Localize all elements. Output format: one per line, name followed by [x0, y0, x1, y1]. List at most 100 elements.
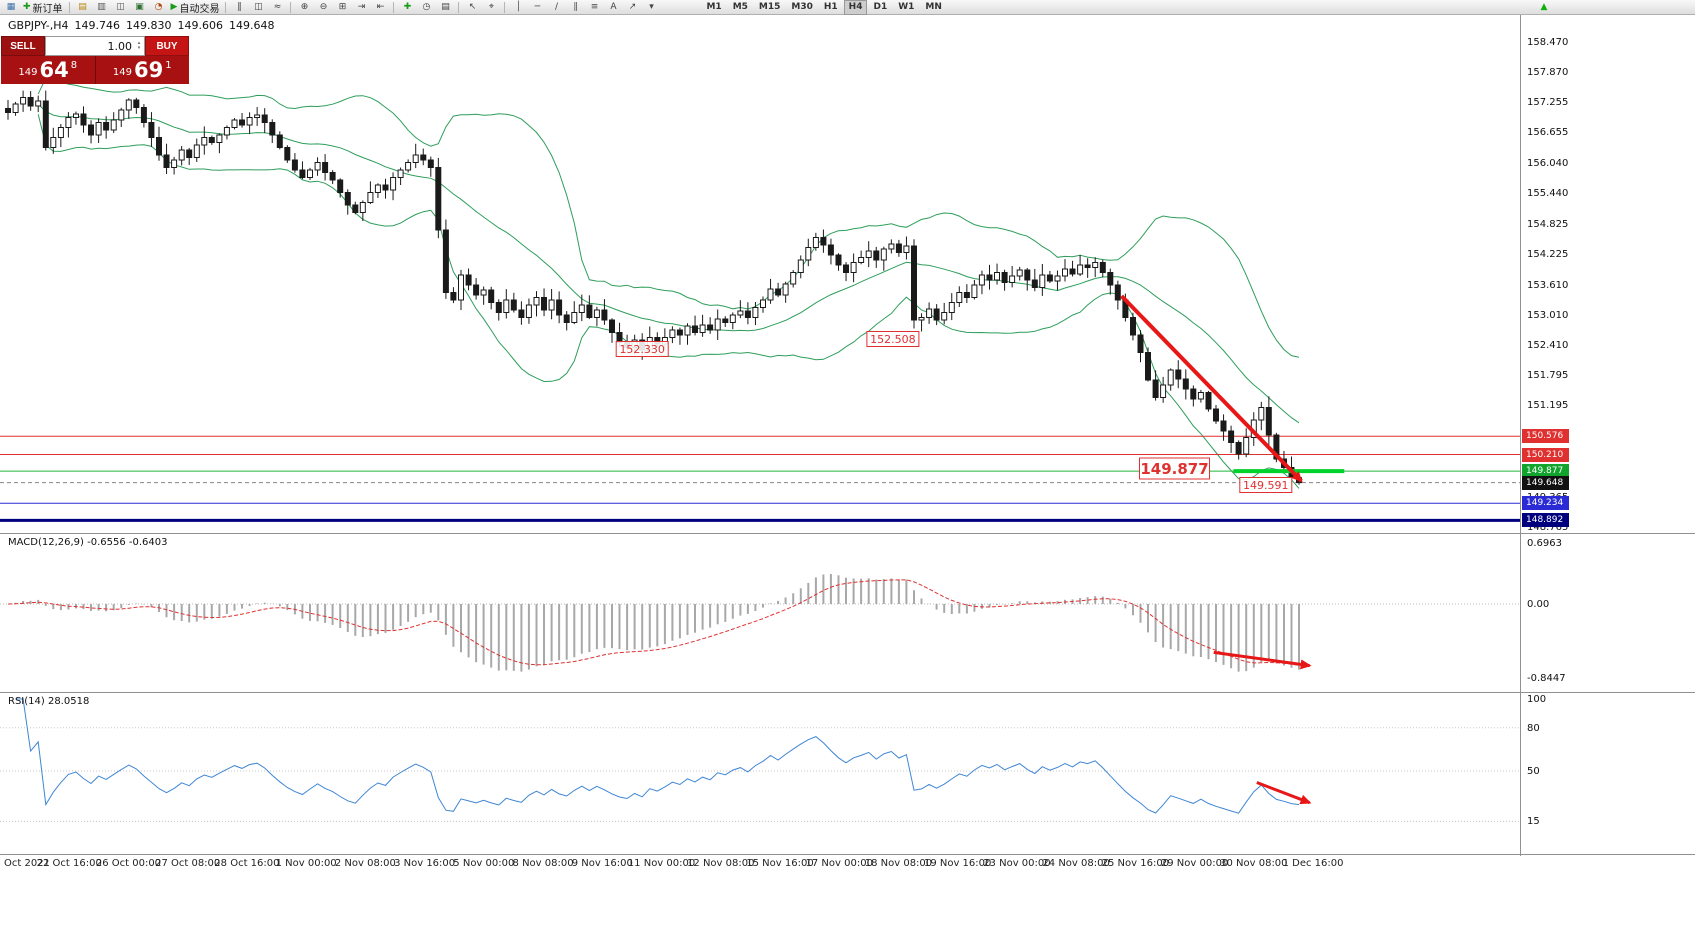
terminal-button[interactable]: ▣: [131, 0, 149, 15]
timeframe-m15-button[interactable]: M15: [758, 1, 781, 12]
trendline-button[interactable]: ∕: [547, 0, 565, 15]
text-icon: A: [610, 1, 617, 12]
macd-signal-line: [7, 579, 1300, 666]
price-tick-label: 154.225: [1527, 248, 1569, 260]
high-price: 149.830: [126, 19, 172, 32]
time-axis-label: 24 Nov 08:00: [1042, 858, 1110, 869]
panel-separator[interactable]: [0, 692, 1695, 693]
new-order-button[interactable]: ✚ 新订单: [21, 0, 65, 15]
buy-arrow-button[interactable]: ▲: [1535, 0, 1553, 15]
price-scale-column[interactable]: 158.470 157.870 157.255 156.655 156.040 155.4…: [1521, 0, 1695, 939]
vertical-line-icon: │: [515, 1, 522, 12]
macd-arrow[interactable]: [1213, 650, 1312, 670]
buy-arrow-icon: ▲: [1540, 1, 1548, 12]
sell-price-handle: 149: [18, 67, 38, 78]
zoom-in-button[interactable]: ⊕: [295, 0, 313, 15]
periods-button[interactable]: ◷: [417, 0, 435, 15]
bar-chart-button[interactable]: ‖: [230, 0, 248, 15]
tile-windows-button[interactable]: ⊞: [333, 0, 351, 15]
templates-button[interactable]: ▤: [436, 0, 454, 15]
trend-arrow[interactable]: [1120, 294, 1303, 483]
line-chart-icon: ≈: [273, 1, 282, 12]
time-axis[interactable]: Oct 2021 22 Oct 16:00 26 Oct 00:00 27 Oct 0…: [0, 856, 1520, 872]
time-axis-label: 26 Oct 00:00: [95, 858, 162, 869]
price-level-label: 150.210: [1522, 447, 1570, 462]
time-axis-label: 22 Oct 16:00: [36, 858, 102, 869]
auto-trading-button[interactable]: ▶ 自动交易: [169, 0, 222, 15]
buy-button[interactable]: BUY: [145, 36, 189, 56]
panel-separator: [0, 854, 1695, 855]
sell-price-display[interactable]: 149 64 8: [1, 56, 95, 84]
timeframe-h1-button[interactable]: H1: [823, 1, 838, 12]
sell-button[interactable]: SELL: [1, 36, 45, 56]
macd-scale-label: 0.00: [1527, 599, 1550, 610]
timeframe-h4-button[interactable]: H4: [843, 0, 868, 15]
bollinger-lower-band: [37, 114, 1300, 489]
volume-input[interactable]: 1.00 ▴ ▾: [45, 36, 145, 56]
market-watch-button[interactable]: ▤: [74, 0, 92, 15]
chart-shift-button[interactable]: ⇤: [371, 0, 389, 15]
price-tick-label: 152.410: [1527, 339, 1569, 351]
auto-scroll-button[interactable]: ⇥: [352, 0, 370, 15]
cursor-button[interactable]: ↖: [463, 0, 481, 15]
candles-layer: [5, 90, 1302, 485]
zoom-in-icon: ⊕: [300, 1, 309, 12]
volume-value: 1.00: [107, 39, 133, 53]
line-chart-button[interactable]: ≈: [268, 0, 286, 15]
time-axis-label: 8 Nov 08:00: [512, 858, 574, 869]
arrows-button[interactable]: ↗: [623, 0, 641, 15]
sell-price-big: 64: [39, 57, 69, 82]
price-chart-pane[interactable]: 152.330 152.508 149.877 149.591: [0, 15, 1520, 533]
volume-spinner[interactable]: ▴ ▾: [134, 41, 144, 51]
timeframe-mn-button[interactable]: MN: [925, 1, 942, 12]
zoom-out-button[interactable]: ⊖: [314, 0, 332, 15]
indicators-button[interactable]: ✚: [398, 0, 416, 15]
horizontal-line-button[interactable]: ─: [528, 0, 546, 15]
timeframe-m5-button[interactable]: M5: [732, 1, 748, 12]
time-axis-label: 23 Nov 00:00: [983, 858, 1051, 869]
cursor-icon: ↖: [468, 1, 477, 12]
strategy-tester-button[interactable]: ◔: [150, 0, 168, 15]
price-tick-label: 156.040: [1527, 158, 1569, 169]
timeframe-w1-button[interactable]: W1: [898, 1, 915, 12]
price-level-label: 149.234: [1522, 496, 1570, 511]
time-axis-label: 2 Nov 08:00: [334, 858, 396, 869]
time-axis-label: 3 Nov 16:00: [394, 858, 456, 869]
rsi-indicator-pane[interactable]: [0, 694, 1520, 853]
spinner-up-icon[interactable]: ▴: [137, 40, 141, 46]
navigator-button[interactable]: ◫: [112, 0, 130, 15]
tile-windows-icon: ⊞: [338, 1, 347, 12]
time-axis-label: 18 Nov 08:00: [864, 858, 933, 869]
timeframe-m1-button[interactable]: M1: [706, 1, 722, 12]
rsi-indicator-label: RSI(14) 28.0518: [8, 696, 90, 707]
time-axis-label: 1 Nov 00:00: [275, 858, 337, 869]
buy-price-big: 69: [133, 57, 164, 82]
svg-text:152.330: 152.330: [619, 343, 665, 356]
time-axis-label: 25 Nov 16:00: [1101, 858, 1170, 869]
shapes-button[interactable]: ▾: [642, 0, 660, 15]
fibonacci-button[interactable]: ≡: [585, 0, 603, 15]
text-button[interactable]: A: [604, 0, 622, 15]
timeframe-m30-button[interactable]: M30: [791, 1, 813, 12]
buy-price-display[interactable]: 149 69 1: [96, 56, 190, 84]
toolbar-separator: [393, 1, 395, 13]
price-annotations-layer[interactable]: 152.330 152.508 149.877 149.591: [615, 331, 1293, 493]
arrows-icon: ↗: [628, 1, 637, 12]
price-tick-label: 154.825: [1527, 218, 1569, 230]
data-window-button[interactable]: ▥: [93, 0, 111, 15]
sell-price-pip: 8: [70, 60, 78, 71]
price-divider: [94, 56, 96, 84]
price-tick-label: 153.010: [1527, 309, 1569, 321]
new-chart-button[interactable]: ▦: [2, 0, 20, 15]
candlestick-chart-button[interactable]: ◫: [249, 0, 267, 15]
panel-separator[interactable]: [0, 533, 1695, 534]
crosshair-button[interactable]: ⌖: [482, 0, 500, 15]
channel-button[interactable]: ∥: [566, 0, 584, 15]
macd-indicator-pane[interactable]: [0, 535, 1520, 691]
timeframe-d1-button[interactable]: D1: [873, 1, 888, 12]
rsi-arrow[interactable]: [1256, 781, 1312, 805]
svg-text:152.508: 152.508: [870, 333, 916, 346]
buy-price-pip: 1: [165, 60, 172, 71]
vertical-line-button[interactable]: │: [509, 0, 527, 15]
spinner-down-icon[interactable]: ▾: [137, 45, 141, 51]
